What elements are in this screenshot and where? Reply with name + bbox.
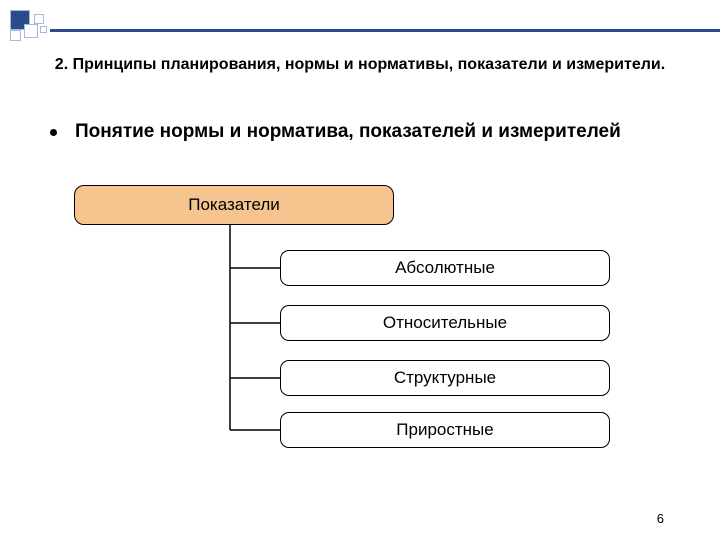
child-node: Структурные [280, 360, 610, 396]
root-label: Показатели [188, 195, 280, 215]
deco-square [24, 24, 38, 38]
bullet-item: Понятие нормы и норматива, показателей и… [50, 120, 680, 144]
child-label: Приростные [396, 420, 493, 440]
child-node: Приростные [280, 412, 610, 448]
child-label: Абсолютные [395, 258, 495, 278]
child-node: Абсолютные [280, 250, 610, 286]
connectors [0, 185, 720, 505]
page-number: 6 [657, 511, 664, 526]
child-node: Относительные [280, 305, 610, 341]
header-line [50, 29, 720, 32]
slide-title: 2. Принципы планирования, нормы и нормат… [40, 55, 680, 76]
child-label: Структурные [394, 368, 496, 388]
bullet-text: Понятие нормы и норматива, показателей и… [75, 120, 621, 144]
root-node: Показатели [74, 185, 394, 225]
child-label: Относительные [383, 313, 507, 333]
deco-square [34, 14, 44, 24]
diagram: Показатели Абсолютные Относительные Структ… [0, 185, 720, 505]
deco-square [10, 30, 21, 41]
bullet-icon [50, 129, 57, 136]
deco-square [40, 26, 47, 33]
